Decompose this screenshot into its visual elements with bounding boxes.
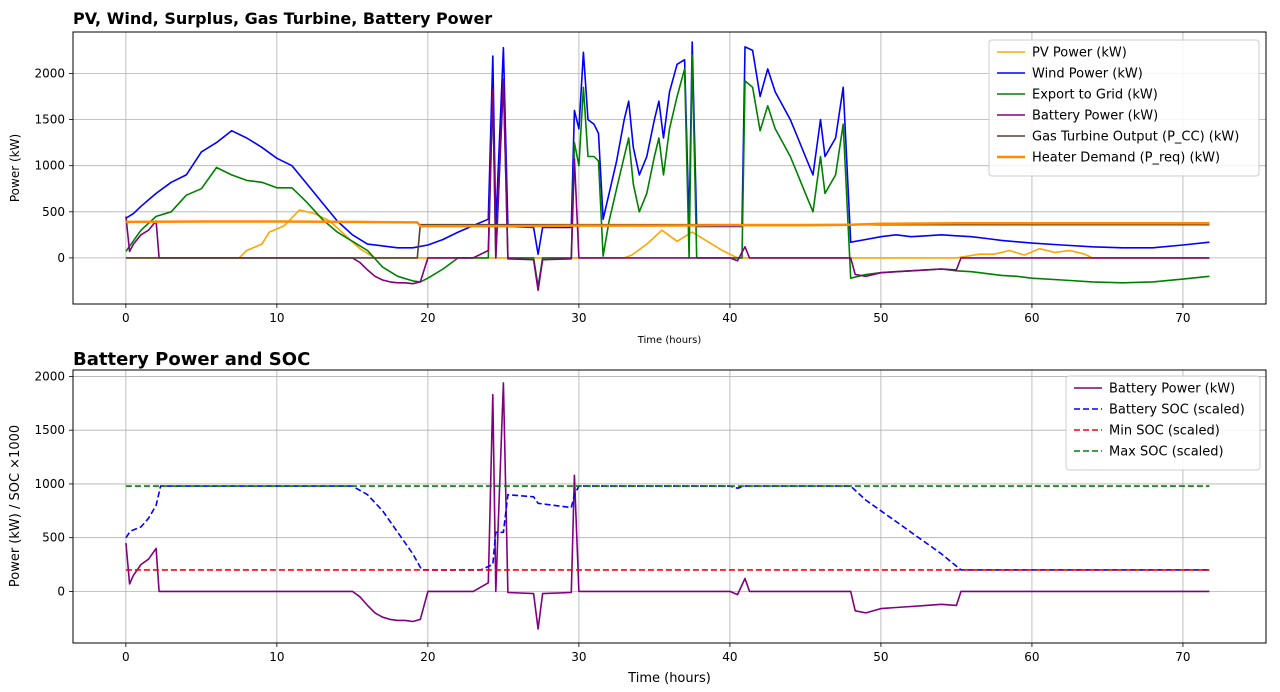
y-axis-ticks: 0 500 1000 1500 2000	[34, 66, 73, 265]
legend-label: Gas Turbine Output (P_CC) (kW)	[1032, 130, 1239, 145]
series-lines	[125, 41, 1210, 292]
x-tick-label: 30	[571, 650, 586, 664]
x-tick-label: 20	[420, 650, 435, 664]
legend-label: Battery SOC (scaled)	[1109, 403, 1245, 418]
x-axis-label: Time (hours)	[637, 335, 702, 346]
y-tick-label: 0	[57, 251, 65, 265]
legend: Battery Power (kW) Battery SOC (scaled) Mi…	[1065, 375, 1261, 471]
legend-label: Battery Power (kW)	[1109, 382, 1235, 397]
legend-label: Wind Power (kW)	[1032, 67, 1143, 82]
legend-label: Battery Power (kW)	[1032, 109, 1158, 124]
x-tick-label: 50	[873, 311, 888, 325]
y-axis-ticks: 0 500 1000 1500 2000	[34, 369, 73, 598]
x-axis-label: Time (hours)	[627, 671, 711, 686]
x-tick-label: 10	[269, 650, 284, 664]
y-tick-label: 1000	[34, 477, 65, 491]
series-line-battery-power-kw	[125, 78, 1210, 292]
x-tick-label: 50	[873, 650, 888, 664]
x-tick-label: 70	[1175, 311, 1190, 325]
x-tick-label: 40	[722, 311, 737, 325]
series-line-heater-demand-p-req-kw	[125, 220, 1210, 228]
x-tick-label: 20	[420, 311, 435, 325]
x-tick-label: 0	[122, 311, 130, 325]
x-axis-ticks: 0 10 20 30 40 50 60 70	[122, 304, 1191, 325]
y-tick-label: 1500	[34, 423, 65, 437]
chart-title: PV, Wind, Surplus, Gas Turbine, Battery …	[73, 9, 492, 28]
series-line-battery-soc-scaled	[125, 485, 1210, 571]
y-tick-label: 1500	[34, 113, 65, 127]
legend-label: PV Power (kW)	[1032, 46, 1127, 61]
y-tick-label: 1000	[34, 159, 65, 173]
plot-frame	[72, 369, 1267, 644]
plot-frame	[72, 31, 1267, 305]
y-tick-label: 2000	[34, 66, 65, 80]
legend-box	[988, 39, 1260, 177]
x-tick-label: 60	[1024, 311, 1039, 325]
x-tick-label: 70	[1175, 650, 1190, 664]
y-tick-label: 0	[57, 584, 65, 598]
legend: PV Power (kW) Wind Power (kW) Export to Gr…	[988, 39, 1260, 177]
series-lines	[125, 382, 1210, 630]
legend-box	[1065, 375, 1261, 471]
x-tick-label: 10	[269, 311, 284, 325]
battery-soc-chart: 0 10 20 30 40 50 60 70 0 500 1000 1500 2000 Battery…	[8, 349, 1267, 686]
series-line-battery-power-kw	[125, 382, 1210, 630]
x-tick-label: 40	[722, 650, 737, 664]
legend-label: Max SOC (scaled)	[1109, 445, 1224, 460]
y-axis-label: Power (kW) / SOC ×1000	[8, 425, 23, 587]
chart-title: Battery Power and SOC	[73, 349, 310, 370]
y-tick-label: 500	[42, 531, 65, 545]
x-tick-label: 0	[122, 650, 130, 664]
x-axis-ticks: 0 10 20 30 40 50 60 70	[122, 643, 1191, 664]
legend-label: Heater Demand (P_req) (kW)	[1032, 151, 1220, 166]
x-tick-label: 30	[571, 311, 586, 325]
power-chart: 0 10 20 30 40 50 60 70 0 500 1000 1500 2000 PV, Win…	[8, 9, 1267, 346]
y-tick-label: 500	[42, 205, 65, 219]
legend-label: Min SOC (scaled)	[1109, 424, 1220, 439]
y-axis-label: Power (kW)	[8, 134, 22, 202]
y-tick-label: 2000	[34, 369, 65, 383]
series-line-wind-power-kw	[125, 41, 1210, 255]
x-tick-label: 60	[1024, 650, 1039, 664]
legend-label: Export to Grid (kW)	[1032, 88, 1158, 103]
